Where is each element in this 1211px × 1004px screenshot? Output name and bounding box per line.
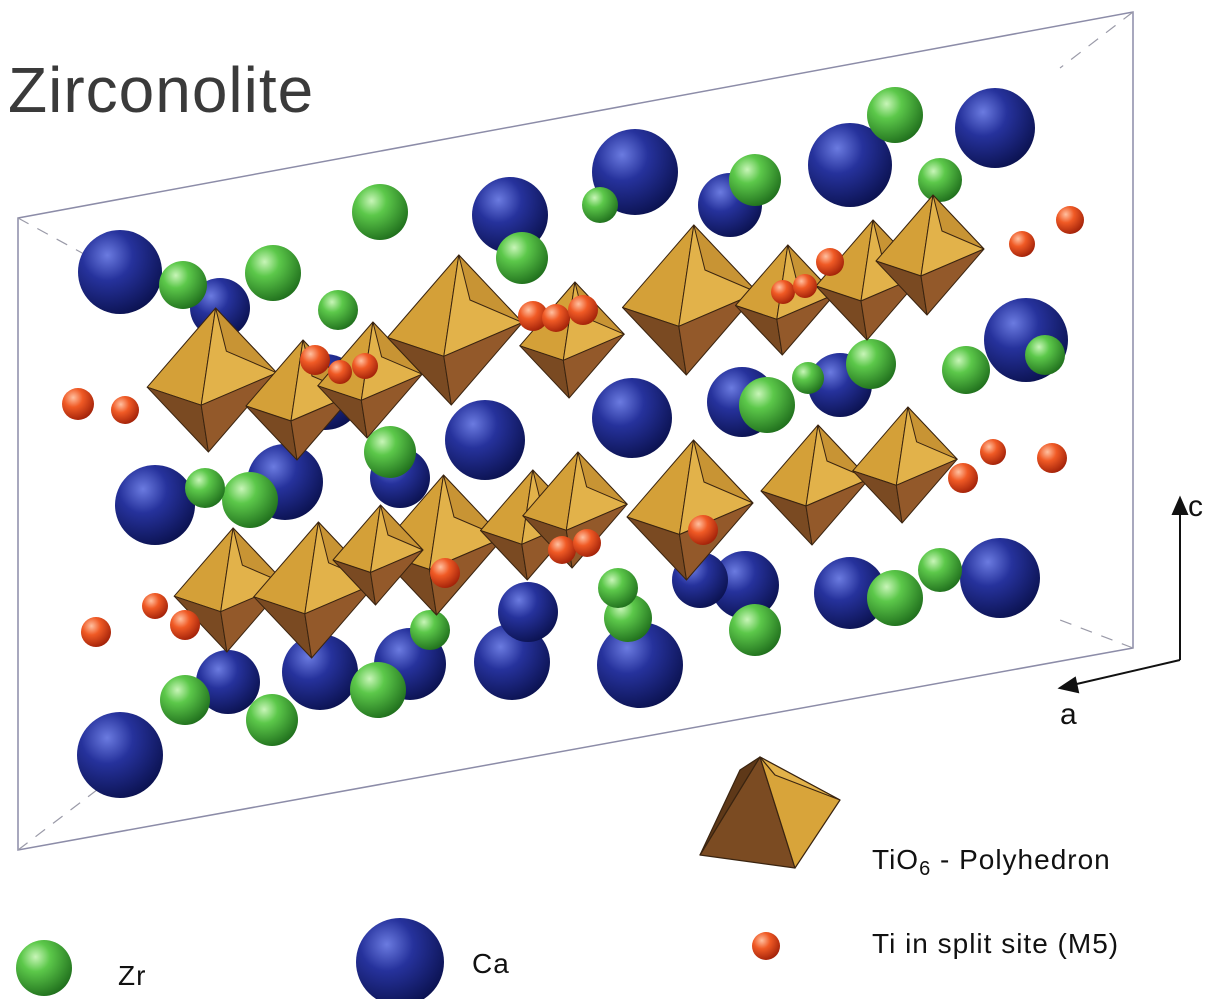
tio6-polyhedron [522,451,628,569]
tio6-polyhedron [875,194,985,316]
zr-atom [918,548,962,592]
legend-ti-split-label: Ti in split site (M5) [872,928,1120,959]
tio6-polyhedron [317,321,423,439]
zr-atom [160,675,210,725]
zr-atom [598,568,638,608]
ca-atom [711,551,779,619]
zr-atom [867,87,923,143]
ti-split-atom [548,536,576,564]
tio6-polyhedron [626,439,754,581]
ca-atom [955,88,1035,168]
ca-atom [115,465,195,545]
zr-atom [582,187,618,223]
zr-atom [918,158,962,202]
ca-atom [808,123,892,207]
ca-atom [282,634,358,710]
polyhedron-formula-main: TiO [872,844,920,875]
c-axis-arrowhead [1171,495,1189,515]
polyhedron-formula-suffix: - Polyhedron [931,844,1111,875]
legend-zr-label: Zr [118,960,147,991]
legend-tio6-polyhedron-icon [699,756,841,869]
ca-atom [960,538,1040,618]
ti-split-atom [1037,443,1067,473]
ti-split-atom [573,529,601,557]
ca-atom [814,557,886,629]
structure-atoms-front [62,206,1084,647]
zr-atom [245,245,301,301]
zr-atom [350,662,406,718]
ti-split-atom [980,439,1006,465]
ti-split-atom [816,248,844,276]
zr-atom [364,426,416,478]
ti-split-atom [793,274,817,298]
ti-split-atom [568,295,598,325]
ti-split-atom [430,558,460,588]
a-axis-label: a [1060,698,1077,731]
a-axis-arrow [1067,659,1181,687]
zr-atom [729,154,781,206]
tio6-polyhedron [519,281,625,399]
zr-atom [496,232,548,284]
zr-atom [792,362,824,394]
zr-atom [846,339,896,389]
c-axis-label: c [1188,490,1203,523]
zr-atom [185,468,225,508]
ca-atom [592,378,672,458]
zr-atom [159,261,207,309]
legend-ti-sphere-icon [752,932,780,960]
ti-split-atom [1009,231,1035,257]
tio6-polyhedron [852,406,958,524]
zr-atom [739,377,795,433]
ca-atom [78,230,162,314]
ti-split-atom [62,388,94,420]
tio6-polyhedron [146,307,278,453]
ti-split-atom [300,345,330,375]
zr-atom [352,184,408,240]
ca-atom [474,624,550,700]
tio6-polyhedron [332,504,424,606]
zr-atom [318,290,358,330]
ti-split-atom [352,353,378,379]
ti-split-atom [81,617,111,647]
legend-ca-label: Ca [472,948,510,979]
ca-atom [77,712,163,798]
ti-split-atom [111,396,139,424]
tio6-polyhedron [387,254,523,406]
zr-atom [867,570,923,626]
ca-atom [445,400,525,480]
ti-split-atom [771,280,795,304]
ti-split-atom [518,301,548,331]
zr-atom [729,604,781,656]
ti-split-atom [142,593,168,619]
zr-atom [410,610,450,650]
figure-title: Zirconolite [8,54,315,126]
ti-split-atom [170,610,200,640]
zr-atom [1025,335,1065,375]
zr-atom [246,694,298,746]
ti-split-atom [688,515,718,545]
zr-atom [222,472,278,528]
ti-split-atom [1056,206,1084,234]
axis-indicator [1057,495,1189,694]
ti-split-atom [542,304,570,332]
a-axis-arrowhead [1057,676,1080,694]
zr-atom [942,346,990,394]
ca-atom [597,622,683,708]
legend-polyhedron-label: TiO6 - Polyhedron [872,844,1111,880]
tio6-polyhedron [760,424,870,546]
polyhedron-formula-subscript: 6 [919,858,932,880]
tio6-polyhedron [376,474,504,616]
ti-split-atom [948,463,978,493]
ca-atom [498,582,558,642]
tio6-polyhedron [622,224,758,376]
ca-atom [196,650,260,714]
tio6-polyhedra-layer [146,194,985,659]
ti-split-atom [328,360,352,384]
legend-ca-sphere-icon [356,918,444,1004]
legend-zr-sphere-icon [16,940,72,996]
